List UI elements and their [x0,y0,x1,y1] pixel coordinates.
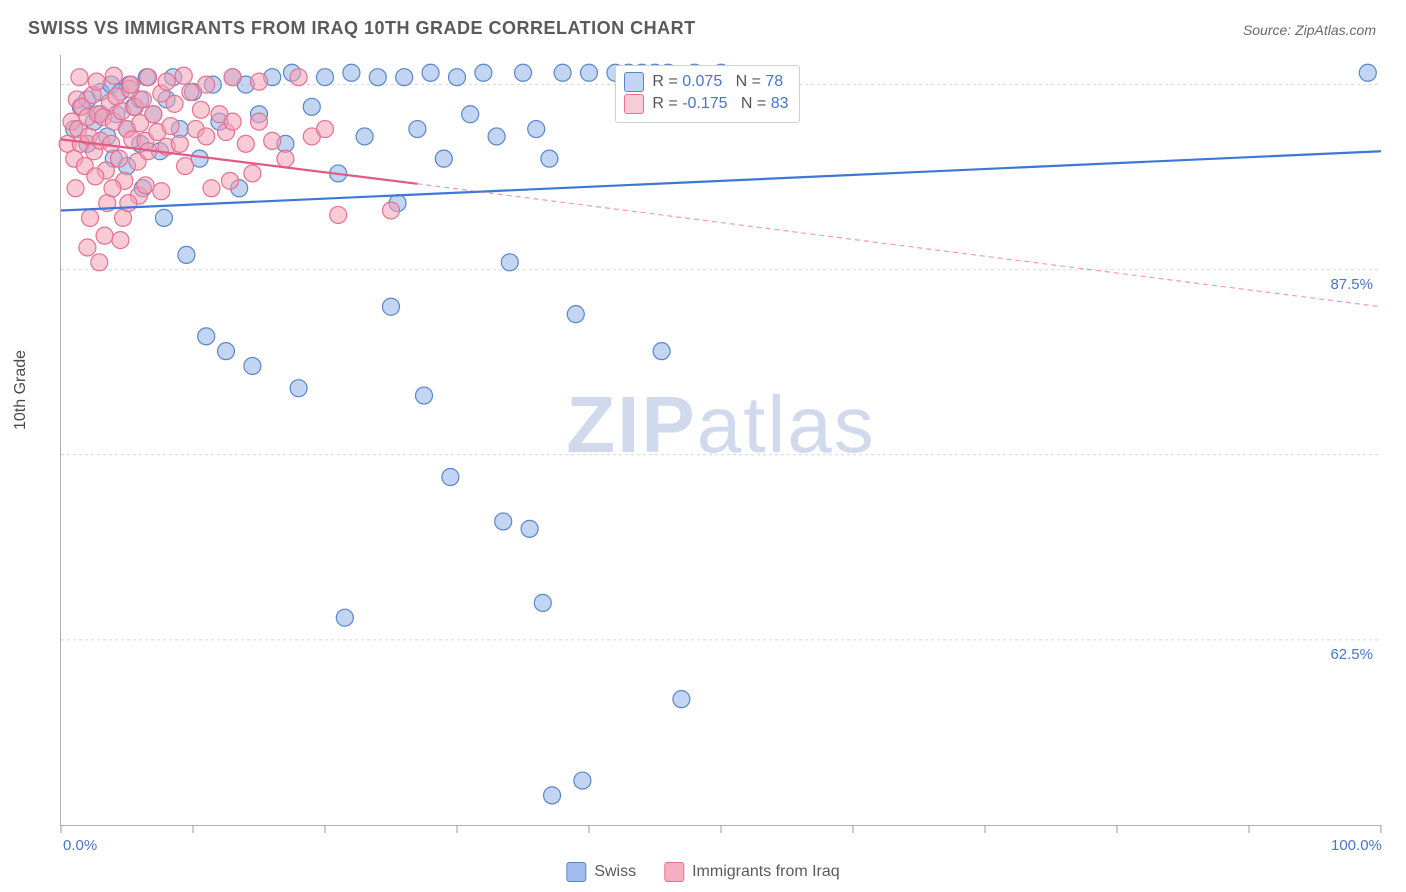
legend-stats-row: R = -0.175 N = 83 [624,94,788,114]
y-tick-label: 62.5% [1330,646,1373,663]
legend-stats-row: R = 0.075 N = 78 [624,72,788,92]
legend-item: Immigrants from Iraq [664,862,840,882]
x-tick-label: 0.0% [63,837,97,854]
legend-bottom: Swiss Immigrants from Iraq [566,862,839,882]
legend-item: Swiss [566,862,636,882]
legend-label: Immigrants from Iraq [692,863,840,881]
y-axis-label: 10th Grade [12,350,30,430]
legend-swatch [566,862,586,882]
x-tick-label: 100.0% [1331,837,1382,854]
source-attribution: Source: ZipAtlas.com [1243,22,1376,38]
chart-title: SWISS VS IMMIGRANTS FROM IRAQ 10TH GRADE… [28,18,696,39]
legend-swatch [624,94,644,114]
legend-swatch [664,862,684,882]
chart-svg [61,55,1381,825]
legend-stats-text: R = 0.075 N = 78 [652,73,783,91]
y-tick-label: 87.5% [1330,276,1373,293]
legend-label: Swiss [594,863,636,881]
chart-plot-area: ZIPatlas R = 0.075 N = 78R = -0.175 N = … [60,55,1381,826]
legend-stats-box: R = 0.075 N = 78 R = -0.175 N = 83 [615,65,799,123]
legend-swatch [624,72,644,92]
legend-stats-text: R = -0.175 N = 83 [652,95,788,113]
